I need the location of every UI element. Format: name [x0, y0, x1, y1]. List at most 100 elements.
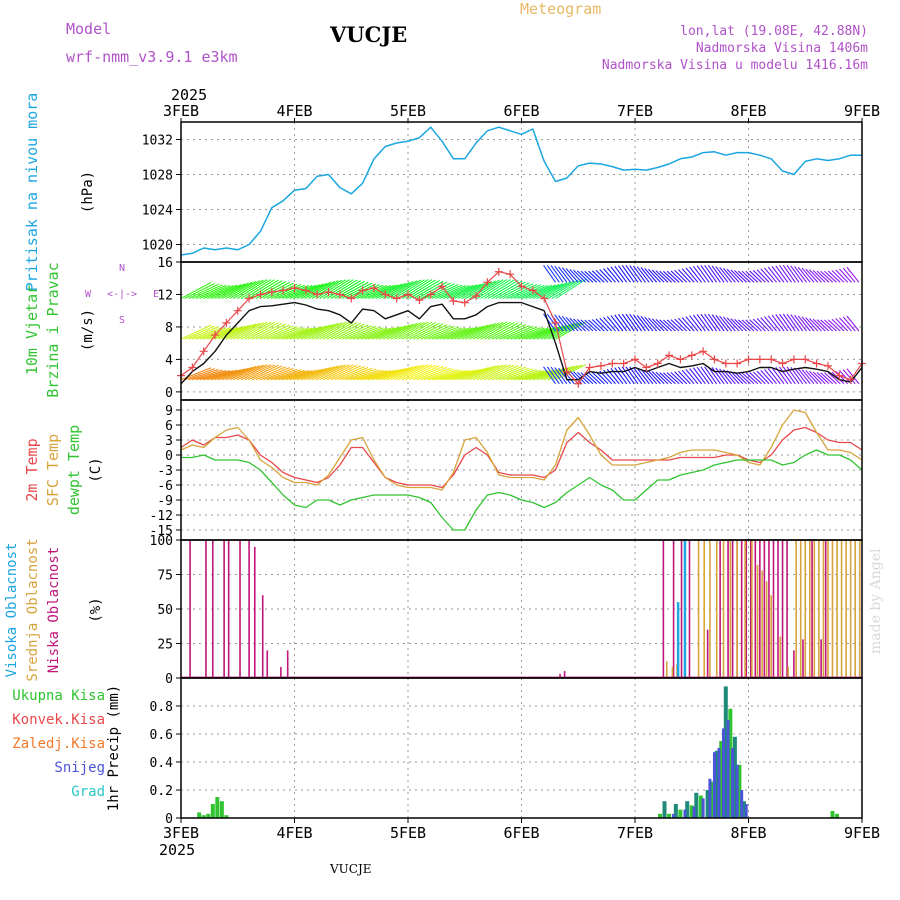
- wind-barb: [353, 327, 384, 340]
- wind-barb: [584, 372, 598, 385]
- wind-barb: [371, 326, 403, 340]
- y-tick-label: 16: [157, 256, 173, 271]
- wind-barb: [510, 327, 541, 340]
- wind-barb: [266, 368, 298, 381]
- wind-barbs: [180, 264, 860, 385]
- y-tick-label: -9: [157, 494, 173, 509]
- wind-barb: [603, 268, 616, 283]
- wind-barb: [734, 318, 747, 332]
- wind-barb: [472, 279, 504, 299]
- product-title: Meteogram: [520, 0, 602, 18]
- wind-barb: [412, 365, 444, 381]
- wind-barb: [640, 368, 654, 385]
- wind-barb: [700, 265, 714, 283]
- x-tick-label-top: 9FEB: [844, 102, 880, 120]
- wind-barb: [319, 321, 350, 340]
- wind-barb: [304, 323, 335, 340]
- wind-barb: [663, 372, 676, 385]
- wind-barb: [210, 284, 242, 300]
- wind-barb: [517, 370, 549, 381]
- wind-barb: [677, 317, 691, 332]
- wind-barb: [274, 284, 305, 300]
- wind-barb: [285, 284, 317, 300]
- wind-barb: [364, 284, 395, 300]
- wind-barb: [670, 371, 684, 385]
- wind-barb: [794, 314, 807, 332]
- precip-total-bar: [673, 804, 678, 818]
- wind-barb: [621, 313, 635, 332]
- wind-barb: [648, 317, 661, 332]
- wind-barb: [446, 284, 478, 300]
- wind-barb: [827, 372, 841, 385]
- gust-marker: [812, 359, 821, 368]
- gust-marker: [653, 359, 662, 368]
- wind-barb: [543, 366, 556, 385]
- wind-barb: [573, 269, 586, 283]
- precip-total-bar: [835, 813, 840, 818]
- wind-barb: [499, 324, 530, 340]
- wind-barb: [685, 316, 699, 332]
- wind-barb: [580, 270, 594, 283]
- wind-barb: [514, 370, 545, 381]
- wind-barb: [640, 315, 654, 332]
- wind-barb: [707, 265, 721, 283]
- wind-barb: [756, 269, 770, 283]
- wind-barb: [308, 365, 339, 381]
- wind-barb: [580, 372, 594, 385]
- wind-barb: [386, 280, 418, 300]
- wind-barb: [502, 325, 534, 340]
- wind-barb: [573, 371, 586, 385]
- wind-barb: [648, 370, 661, 385]
- wind-barb: [636, 266, 650, 283]
- gust-marker: [245, 294, 254, 303]
- wind-barb: [797, 368, 811, 385]
- wind-barb: [704, 264, 718, 283]
- compass-west: W: [85, 289, 92, 300]
- wind-barb: [278, 327, 309, 340]
- gust-marker: [596, 361, 605, 370]
- wind-barb: [655, 318, 669, 332]
- wind-barb: [629, 313, 643, 332]
- year-label-bottom: 2025: [159, 841, 195, 859]
- x-tick-label-bottom: 9FEB: [844, 824, 880, 842]
- gust-marker: [778, 359, 787, 368]
- wind-barb: [259, 367, 290, 381]
- wind-barb: [805, 370, 819, 385]
- wind-barb: [737, 319, 751, 332]
- wind-barb: [443, 369, 474, 381]
- wind-barb: [401, 321, 433, 340]
- lonlat-info: lon,lat (19.08E, 42.88N): [680, 24, 868, 39]
- gust-marker: [528, 286, 537, 295]
- wind-barb: [674, 371, 688, 385]
- wind-barb: [801, 369, 815, 385]
- y-tick-label: 3: [165, 434, 173, 449]
- wind-barb: [606, 316, 620, 332]
- wind-barb: [576, 270, 590, 283]
- wind-barb: [666, 319, 680, 332]
- wind-barb: [749, 372, 762, 385]
- gust-marker: [721, 359, 730, 368]
- wind-barb: [632, 367, 646, 385]
- precip-total-bar: [685, 801, 690, 818]
- wind-barb: [595, 371, 609, 385]
- wind-barb: [480, 321, 511, 340]
- wind-barb: [775, 314, 789, 332]
- wind-barb: [304, 366, 335, 381]
- wind-barb: [554, 265, 568, 283]
- gust-marker: [335, 290, 344, 299]
- precip-snow-bar: [712, 752, 716, 818]
- wind-barb: [707, 366, 721, 385]
- wind-barb: [700, 313, 714, 332]
- wind-barb: [274, 369, 305, 381]
- wind-barb: [588, 270, 601, 283]
- gust-marker: [506, 270, 515, 279]
- wind-barb: [454, 282, 485, 300]
- y-tick-label: 25: [157, 638, 173, 653]
- wind-barb: [454, 325, 485, 340]
- precip-snow-bar: [726, 720, 730, 818]
- wind-barb: [424, 325, 455, 340]
- wind-barb: [233, 279, 264, 299]
- wind-barb: [621, 366, 635, 385]
- wind-barb: [259, 281, 290, 300]
- y-tick-label: 75: [157, 569, 173, 584]
